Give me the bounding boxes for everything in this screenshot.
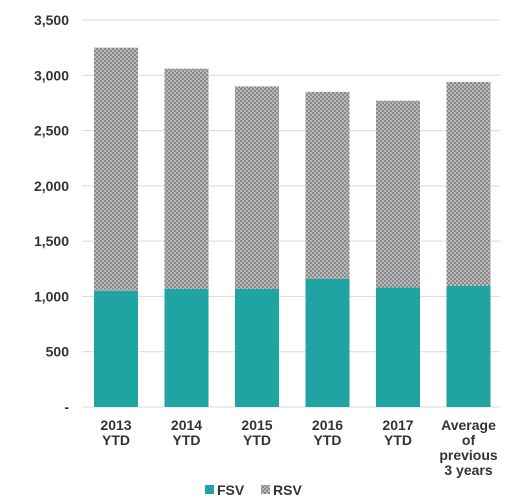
bar-rsv-2 xyxy=(235,86,279,289)
y-tick-label: 2,000 xyxy=(34,178,69,194)
x-category-label-line: YTD xyxy=(243,432,271,448)
bar-fsv-2 xyxy=(235,288,279,407)
x-category-label: Average of previous 3 years xyxy=(439,417,498,478)
x-category-label-line: 3 years xyxy=(444,462,492,478)
bar-rsv-1 xyxy=(164,68,209,289)
x-category-label-line: 2015 xyxy=(241,417,272,433)
x-category-label-line: 2017 xyxy=(382,417,413,433)
bar-rsv-5 xyxy=(446,81,491,286)
bar-fsv-5 xyxy=(446,285,491,407)
bars xyxy=(94,47,491,407)
x-category-label: 2014 YTD xyxy=(171,417,202,448)
bar-fsv-0 xyxy=(94,290,138,407)
x-category-label-line: previous xyxy=(439,447,498,463)
bar-fsv-3 xyxy=(305,278,350,407)
x-category-label: 2015 YTD xyxy=(241,417,272,448)
legend: FSV RSV xyxy=(205,482,302,498)
y-tick-label: - xyxy=(64,399,69,415)
bar-rsv-0 xyxy=(94,47,138,291)
y-tick-label: 1,500 xyxy=(34,233,69,249)
x-category-label-line: of xyxy=(462,432,476,448)
bar-rsv-3 xyxy=(305,91,350,279)
x-category-label-line: YTD xyxy=(314,432,342,448)
y-axis-ticks: - 500 1,000 1,500 2,000 2,500 3,000 3,500 xyxy=(34,12,69,415)
y-tick-label: 500 xyxy=(46,344,70,360)
y-tick-label: 3,500 xyxy=(34,12,69,28)
x-category-label: 2017 YTD xyxy=(382,417,413,448)
x-category-label-line: 2013 xyxy=(100,417,131,433)
x-category-label-line: YTD xyxy=(102,432,130,448)
gridlines xyxy=(82,19,500,408)
y-tick-label: 2,500 xyxy=(34,123,69,139)
bar-fsv-1 xyxy=(164,288,209,407)
x-category-label-line: 2016 xyxy=(312,417,343,433)
x-category-label: 2016 YTD xyxy=(312,417,343,448)
x-category-label-line: Average xyxy=(441,417,496,433)
legend-swatch-rsv xyxy=(261,485,270,494)
x-category-label-line: YTD xyxy=(173,432,201,448)
x-category-label-line: 2014 xyxy=(171,417,202,433)
x-category-label: 2013 YTD xyxy=(100,417,131,448)
legend-label-fsv: FSV xyxy=(217,482,245,498)
bar-rsv-4 xyxy=(376,100,420,288)
legend-label-rsv: RSV xyxy=(273,482,302,498)
y-tick-label: 1,000 xyxy=(34,288,69,304)
x-category-label-line: YTD xyxy=(384,432,412,448)
y-tick-label: 3,000 xyxy=(34,67,69,83)
legend-swatch-fsv xyxy=(205,485,214,494)
bar-fsv-4 xyxy=(376,287,420,407)
